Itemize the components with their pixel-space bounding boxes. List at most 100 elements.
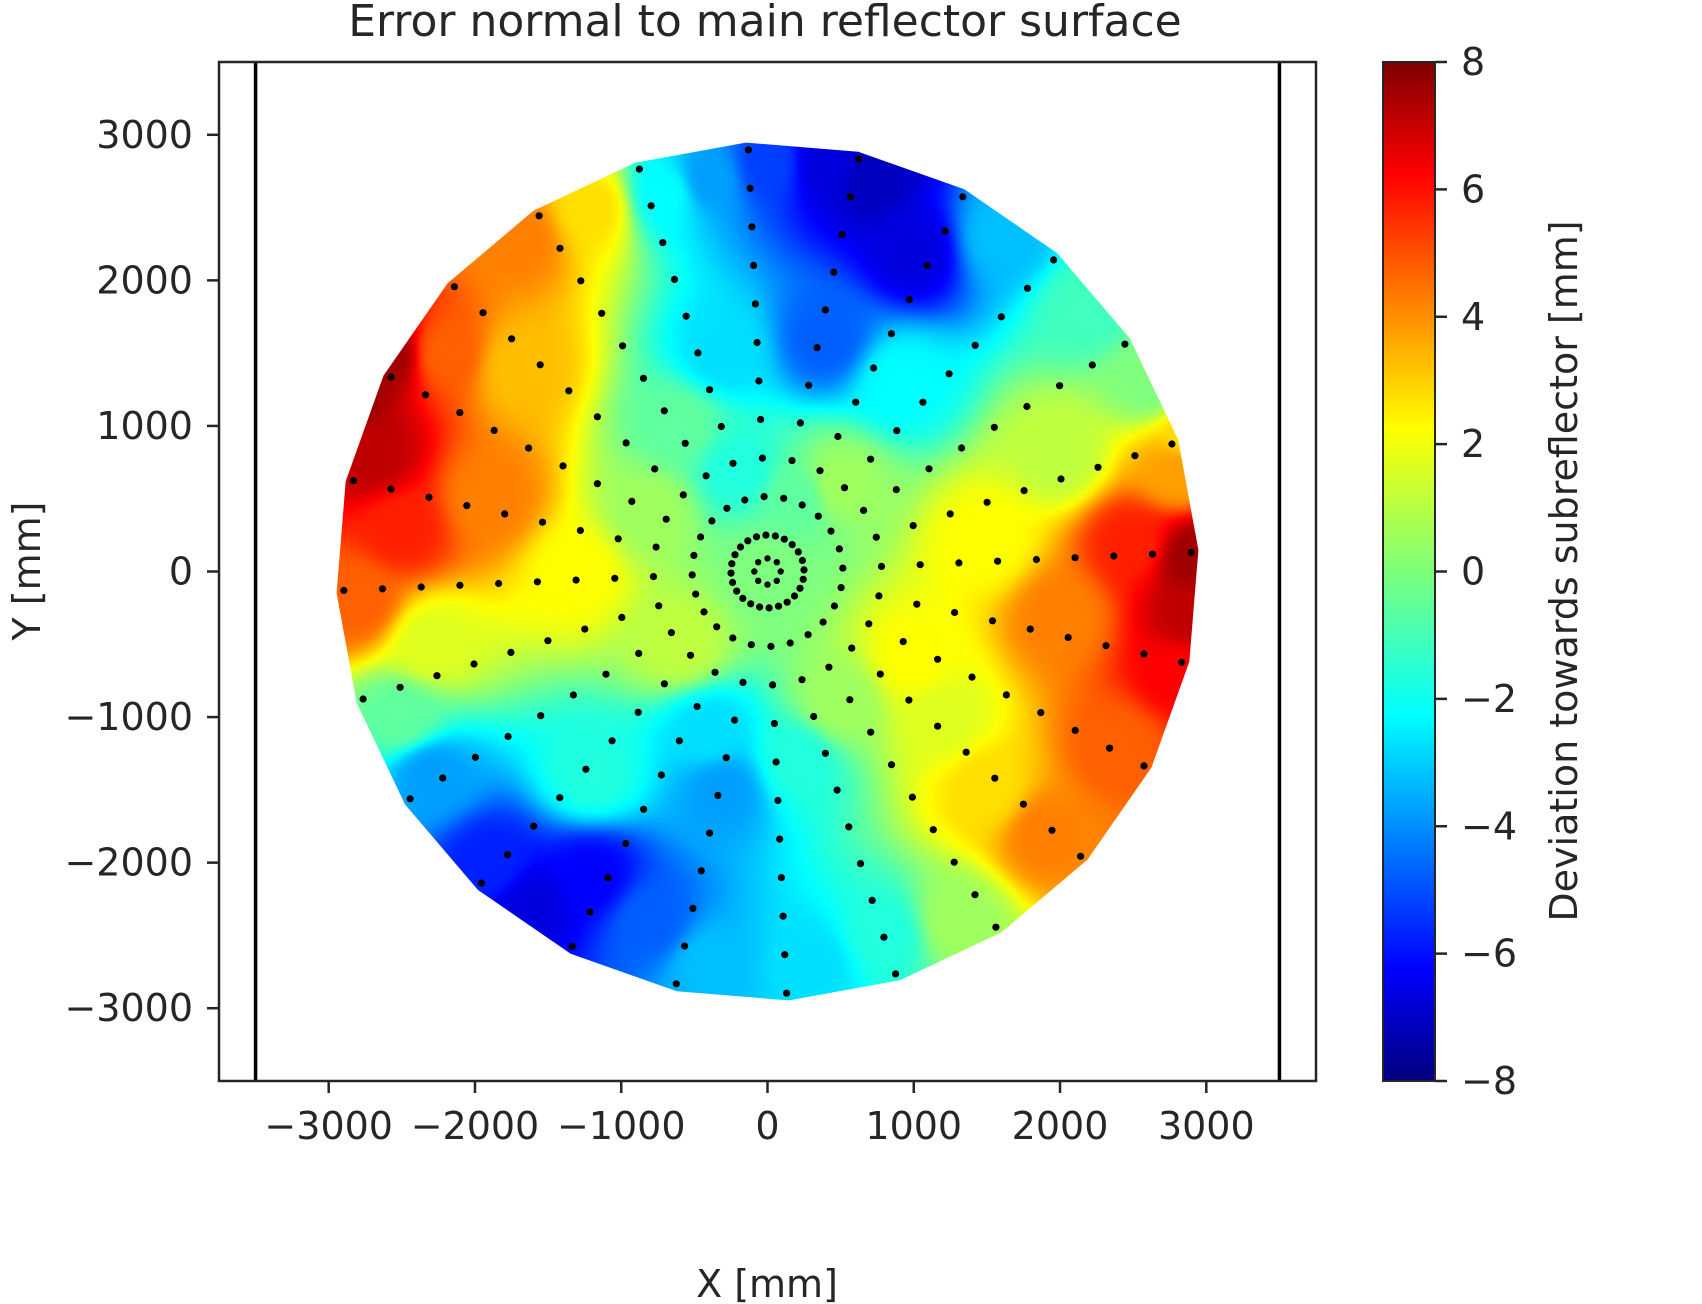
measurement-point	[1020, 487, 1028, 495]
measurement-point	[1056, 382, 1064, 390]
measurement-point	[450, 283, 458, 291]
measurement-point	[788, 541, 796, 549]
measurement-point	[651, 465, 659, 473]
measurement-point	[731, 551, 739, 559]
y-tick-label: −2000	[64, 841, 193, 885]
measurement-point	[905, 696, 913, 704]
measurement-point	[729, 459, 737, 467]
measurement-point	[421, 391, 429, 399]
measurement-point	[1131, 452, 1139, 460]
measurement-point	[556, 244, 564, 252]
measurement-point	[477, 879, 485, 887]
measurement-point	[760, 493, 768, 501]
measurement-point	[747, 600, 755, 608]
measurement-point	[536, 361, 544, 369]
measurement-point	[887, 330, 896, 338]
measurement-point	[753, 338, 761, 347]
measurement-point	[876, 670, 884, 678]
y-tick-label: −3000	[64, 986, 193, 1030]
measurement-point	[968, 673, 976, 681]
measurement-point	[747, 641, 755, 649]
measurement-point	[660, 407, 668, 415]
measurement-point	[744, 537, 752, 545]
measurement-point	[855, 155, 863, 163]
measurement-point	[1088, 361, 1096, 369]
measurement-point	[569, 691, 578, 699]
measurement-point	[865, 620, 873, 628]
x-tick-label: 2000	[1012, 1104, 1109, 1148]
measurement-point	[1002, 691, 1011, 699]
measurement-point	[706, 386, 714, 394]
colorbar-label: Deviation towards subreflector [mm]	[1542, 220, 1586, 921]
measurement-point	[867, 728, 875, 736]
measurement-point	[899, 638, 907, 646]
chart-title: Error normal to main reflector surface	[348, 0, 1182, 47]
measurement-point	[929, 826, 937, 834]
measurement-point	[916, 561, 924, 569]
measurement-point	[406, 795, 414, 803]
measurement-point	[776, 835, 784, 843]
measurement-point	[786, 639, 794, 647]
measurement-point	[830, 602, 839, 610]
y-axis: −3000 −2000 −1000 0 1000 2000 3000	[64, 113, 219, 1030]
measurement-point	[951, 608, 959, 617]
measurement-point	[501, 510, 509, 518]
measurement-point	[752, 533, 761, 541]
measurement-point	[572, 576, 580, 584]
measurement-point	[1106, 744, 1114, 752]
measurement-point	[559, 462, 567, 470]
measurement-point	[533, 578, 542, 586]
measurement-point	[839, 564, 847, 572]
measurement-point	[727, 569, 735, 577]
measurement-point	[349, 477, 357, 485]
measurement-point	[905, 295, 913, 304]
measurement-point	[971, 341, 979, 349]
measurement-point	[1121, 340, 1129, 348]
measurement-point	[708, 517, 716, 525]
measurement-point	[525, 444, 533, 452]
measurement-point	[872, 533, 880, 541]
measurement-point	[750, 261, 758, 269]
measurement-point	[798, 501, 806, 509]
measurement-point	[992, 923, 1000, 931]
measurement-point	[813, 344, 821, 352]
measurement-point	[593, 413, 602, 421]
measurement-point	[670, 275, 679, 283]
measurement-point	[635, 165, 644, 173]
measurement-point	[378, 585, 387, 593]
measurement-point	[1023, 402, 1031, 411]
colorbar-ticks: 8 6 4 2 0 −2 −4 −6 −8	[1435, 40, 1517, 1103]
measurement-point	[490, 426, 498, 434]
measurement-point	[1102, 642, 1110, 650]
measurement-point	[717, 422, 725, 431]
x-tick-label: 3000	[1158, 1104, 1255, 1148]
measurement-point	[672, 980, 680, 988]
heatmap-image	[336, 142, 1199, 1001]
measurement-point	[681, 942, 689, 950]
x-axis-label: X [mm]	[696, 1262, 838, 1304]
measurement-point	[739, 678, 747, 687]
y-tick-label: 2000	[96, 258, 193, 302]
x-tick-label: −3000	[264, 1104, 393, 1148]
measurement-point	[880, 933, 888, 941]
colorbar-tick-label: −4	[1461, 804, 1517, 848]
measurement-point	[647, 202, 655, 210]
measurement-point	[582, 765, 590, 773]
x-tick-label: −2000	[411, 1104, 540, 1148]
measurement-point	[690, 551, 698, 560]
measurement-point	[639, 374, 648, 382]
measurement-point	[774, 796, 782, 805]
measurement-point	[835, 545, 843, 553]
measurement-point	[565, 387, 573, 395]
hub-point	[755, 577, 762, 584]
colorbar-tick-label: 2	[1461, 422, 1485, 466]
measurement-point	[425, 493, 433, 501]
measurement-point	[456, 409, 464, 417]
measurement-point	[805, 381, 813, 389]
measurement-point	[955, 559, 963, 567]
hub-point	[764, 555, 771, 562]
measurement-point	[714, 791, 722, 800]
measurement-point	[958, 444, 966, 452]
measurement-point	[1026, 625, 1034, 633]
hub-point	[751, 568, 758, 575]
